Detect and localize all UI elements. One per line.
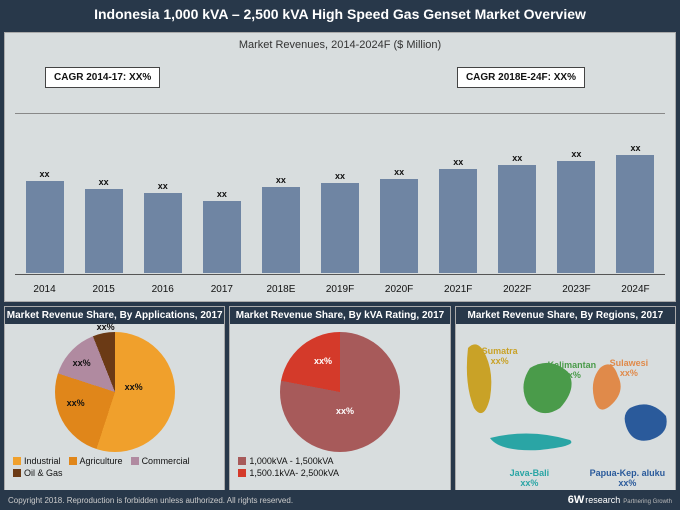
- bar-2018E: xx: [251, 175, 310, 273]
- footer: Copyright 2018. Reproduction is forbidde…: [0, 490, 680, 510]
- legend-item: Commercial: [131, 456, 190, 466]
- papua-shape: [624, 404, 666, 440]
- x-tick: 2014: [15, 284, 74, 295]
- region-label-sumatra: Sumatraxx%: [482, 346, 518, 366]
- regions-map-panel: Market Revenue Share, By Regions, 2017 S…: [455, 306, 676, 506]
- copyright-text: Copyright 2018. Reproduction is forbidde…: [8, 496, 293, 505]
- applications-pie-panel: Market Revenue Share, By Applications, 2…: [4, 306, 225, 506]
- x-tick: 2021F: [429, 284, 488, 295]
- legend-item: 1,000kVA - 1,500kVA: [238, 456, 333, 466]
- x-axis: 20142015201620172018E2019F2020F2021F2022…: [15, 284, 665, 295]
- bar-2021F: xx: [429, 157, 488, 273]
- bar-2023F: xx: [547, 149, 606, 273]
- indonesia-map: Sumatraxx% Kalimantanxx% Sulawesixx% Java-B…: [460, 328, 671, 488]
- x-tick: 2017: [192, 284, 251, 295]
- bar-2017: xx: [192, 189, 251, 273]
- java-bali-shape: [490, 433, 571, 450]
- applications-legend: Industrial Agriculture Commercial Oil & Gas: [9, 456, 220, 478]
- region-label-sulawesi: Sulawesixx%: [610, 358, 649, 378]
- applications-pie-chart: xx% xx% xx% xx%: [55, 332, 175, 452]
- kva-pie-chart: xx% xx%: [280, 332, 400, 452]
- legend-item: Agriculture: [69, 456, 123, 466]
- pie-slice-label: xx%: [336, 406, 354, 416]
- x-tick: 2022F: [488, 284, 547, 295]
- bar-2019F: xx: [310, 171, 369, 273]
- x-axis-line: [15, 274, 665, 275]
- panel-b-title: Market Revenue Share, By kVA Rating, 201…: [230, 307, 449, 324]
- cagr-left-box: CAGR 2014-17: XX%: [45, 67, 160, 88]
- region-label-papua-kep-aluku: Papua-Kep. alukuxx%: [590, 468, 666, 488]
- region-label-kalimantan: Kalimantanxx%: [548, 360, 597, 380]
- bar-2022F: xx: [488, 153, 547, 273]
- revenue-bar-chart-panel: Market Revenues, 2014-2024F ($ Million) …: [4, 32, 676, 302]
- bar-2014: xx: [15, 169, 74, 273]
- panel-c-title: Market Revenue Share, By Regions, 2017: [456, 307, 675, 324]
- region-label-java-bali: Java-Balixx%: [510, 468, 550, 488]
- x-tick: 2020F: [370, 284, 429, 295]
- pie-slice-label: xx%: [314, 356, 332, 366]
- x-tick: 2015: [74, 284, 133, 295]
- bar-2016: xx: [133, 181, 192, 273]
- cagr-right-box: CAGR 2018E-24F: XX%: [457, 67, 585, 88]
- kva-legend: 1,000kVA - 1,500kVA 1,500.1kVA- 2,500kVA: [234, 456, 445, 478]
- x-tick: 2016: [133, 284, 192, 295]
- legend-item: Industrial: [13, 456, 61, 466]
- x-tick: 2018E: [251, 284, 310, 295]
- bar-2020F: xx: [370, 167, 429, 273]
- legend-item: 1,500.1kVA- 2,500kVA: [238, 468, 339, 478]
- pie-slice-label: xx%: [97, 322, 115, 332]
- bar-2015: xx: [74, 177, 133, 273]
- x-tick: 2024F: [606, 284, 665, 295]
- pie-slice-label: xx%: [67, 398, 85, 408]
- page-title: Indonesia 1,000 kVA – 2,500 kVA High Spe…: [0, 0, 680, 28]
- pie-slice-label: xx%: [125, 382, 143, 392]
- legend-item: Oil & Gas: [13, 468, 63, 478]
- x-tick: 2023F: [547, 284, 606, 295]
- chart-subtitle: Market Revenues, 2014-2024F ($ Million): [13, 37, 667, 57]
- kva-pie-panel: Market Revenue Share, By kVA Rating, 201…: [229, 306, 450, 506]
- bar-chart-area: xxxxxxxxxxxxxxxxxxxxxx: [15, 113, 665, 273]
- bar-2024F: xx: [606, 143, 665, 273]
- logo: 6Wresearch Partnering Growth: [568, 494, 672, 506]
- pie-slice-label: xx%: [73, 358, 91, 368]
- x-tick: 2019F: [310, 284, 369, 295]
